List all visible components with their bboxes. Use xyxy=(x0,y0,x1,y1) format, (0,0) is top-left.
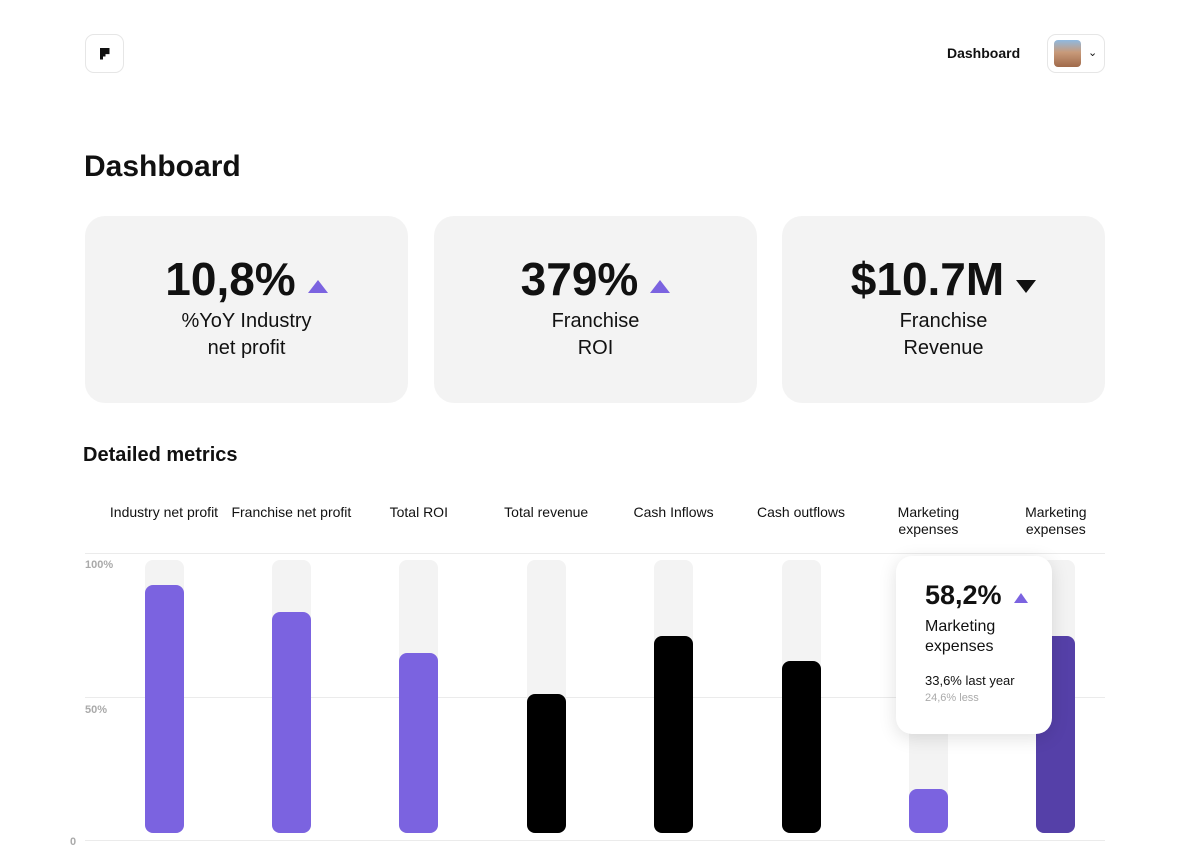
kpi-value: $10.7M xyxy=(850,253,1005,305)
bar[interactable] xyxy=(399,652,439,833)
bar-track[interactable] xyxy=(654,560,694,833)
tooltip-diff: 24,6% less xyxy=(925,692,979,704)
y-tick-label: 0 xyxy=(70,836,77,848)
bar-track[interactable] xyxy=(144,560,184,833)
column-label: Total ROI xyxy=(389,504,448,520)
tooltip-value: 58,2% xyxy=(925,580,1002,610)
kpi-card-franchise-revenue: $10.7M Franchise Revenue xyxy=(782,216,1105,403)
tooltip-label: Marketing expenses xyxy=(925,618,996,655)
kpi-card-franchise-roi: 379% Franchise ROI xyxy=(434,216,757,403)
bar[interactable] xyxy=(781,661,821,833)
kpi-value: 10,8% xyxy=(165,253,296,305)
trend-up-icon xyxy=(307,279,328,293)
gridline xyxy=(85,553,1105,554)
user-menu-button[interactable]: ⌄ xyxy=(1047,34,1105,73)
trend-up-icon xyxy=(650,279,671,293)
column-label: Industry net profit xyxy=(109,504,219,520)
logo-button[interactable] xyxy=(85,34,124,73)
tooltip-last-year: 33,6% last year xyxy=(925,673,1015,688)
bar-track[interactable] xyxy=(271,560,311,833)
column-label: Cash outflows xyxy=(757,504,845,520)
bar-track[interactable] xyxy=(526,560,566,833)
bar[interactable] xyxy=(526,693,566,833)
chevron-down-icon: ⌄ xyxy=(1088,47,1098,59)
kpi-card-industry-profit: 10,8% %YoY Industry net profit xyxy=(85,216,408,403)
bar[interactable] xyxy=(908,789,948,833)
gridline xyxy=(85,697,1105,698)
logo-icon xyxy=(99,47,110,60)
bar[interactable] xyxy=(144,584,184,833)
bar[interactable] xyxy=(271,611,311,833)
column-label: Franchise net profit xyxy=(231,504,352,520)
column-label: Marketing expenses xyxy=(1025,504,1087,537)
bar[interactable] xyxy=(654,636,694,833)
column-label: Total revenue xyxy=(504,504,589,520)
bar-tooltip: 58,2% Marketing expenses 33,6% last year… xyxy=(896,556,1052,734)
column-label: Cash Inflows xyxy=(633,504,714,520)
y-tick-label: 50% xyxy=(85,704,108,716)
kpi-value: 379% xyxy=(520,253,639,305)
trend-up-icon xyxy=(1013,592,1028,603)
trend-down-icon xyxy=(1016,279,1037,293)
nav-dashboard-link[interactable]: Dashboard xyxy=(947,45,1021,61)
column-label: Marketing expenses xyxy=(897,504,960,537)
y-tick-label: 100% xyxy=(85,559,114,571)
section-title: Detailed metrics xyxy=(83,444,238,466)
kpi-label: Franchise ROI xyxy=(551,310,640,359)
bar-track[interactable] xyxy=(399,560,439,833)
bar-track[interactable] xyxy=(781,560,821,833)
page-title: Dashboard xyxy=(84,150,241,183)
gridline xyxy=(85,840,1105,841)
kpi-label: Franchise Revenue xyxy=(899,310,988,359)
avatar-icon xyxy=(1054,40,1081,67)
kpi-label: %YoY Industry net profit xyxy=(181,310,312,359)
